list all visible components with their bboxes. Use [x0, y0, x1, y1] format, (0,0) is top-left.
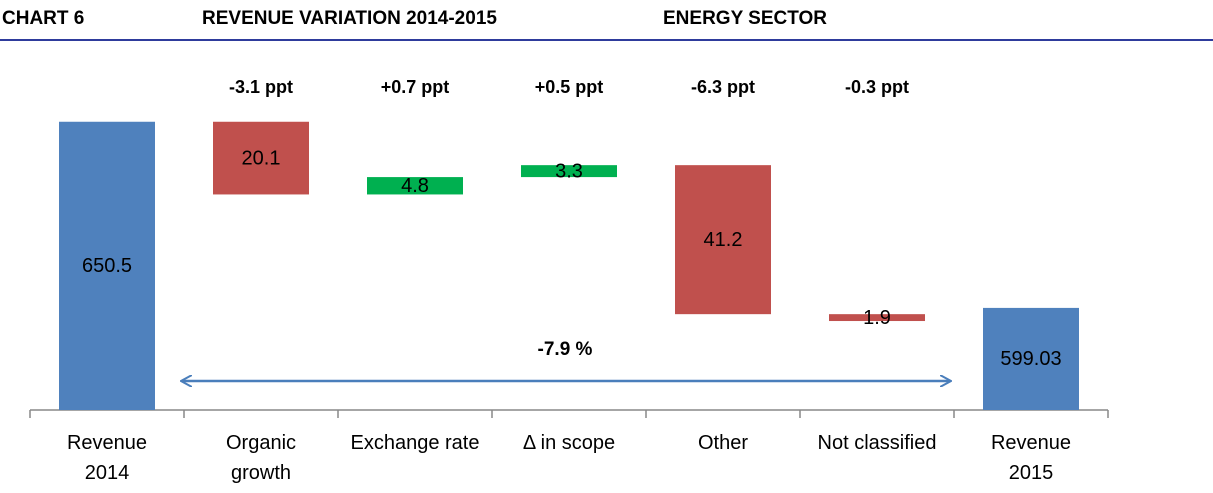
value-label: 599.03	[1000, 348, 1061, 370]
x-tick-label: Organic growth	[225, 432, 297, 484]
x-tick-label: Exchange rate	[350, 432, 480, 454]
bar	[367, 177, 463, 195]
x-tick-label: Revenue 2014	[66, 432, 148, 484]
chart-sector: ENERGY SECTOR	[663, 8, 828, 29]
value-label: 20.1	[242, 147, 281, 169]
ppt-annotation: -6.3 ppt	[691, 77, 755, 97]
bar	[59, 121, 155, 410]
bar	[521, 165, 617, 178]
chart-number: CHART 6	[2, 8, 85, 29]
value-label: 3.3	[555, 160, 583, 182]
ppt-annotation: +0.5 ppt	[535, 77, 604, 97]
total-change: -7.9 %	[538, 339, 593, 360]
bar	[983, 307, 1079, 410]
ppt-annotation: -0.3 ppt	[845, 77, 909, 97]
ppt-annotation: +0.7 ppt	[381, 77, 450, 97]
value-label: 1.9	[863, 307, 891, 329]
x-tick-label: Other	[697, 432, 749, 454]
bar	[829, 314, 925, 322]
value-label: 41.2	[704, 229, 743, 251]
chart-title: REVENUE VARIATION 2014-2015	[202, 8, 497, 29]
x-tick-label: Revenue 2015	[990, 432, 1072, 484]
x-tick-label: Not classified	[817, 432, 937, 454]
bar	[213, 121, 309, 195]
ppt-annotation: -3.1 ppt	[229, 77, 293, 97]
value-label: 4.8	[401, 175, 429, 197]
value-label: 650.5	[82, 255, 132, 277]
bar	[675, 165, 771, 315]
x-tick-label: Δ in scope	[522, 432, 616, 454]
